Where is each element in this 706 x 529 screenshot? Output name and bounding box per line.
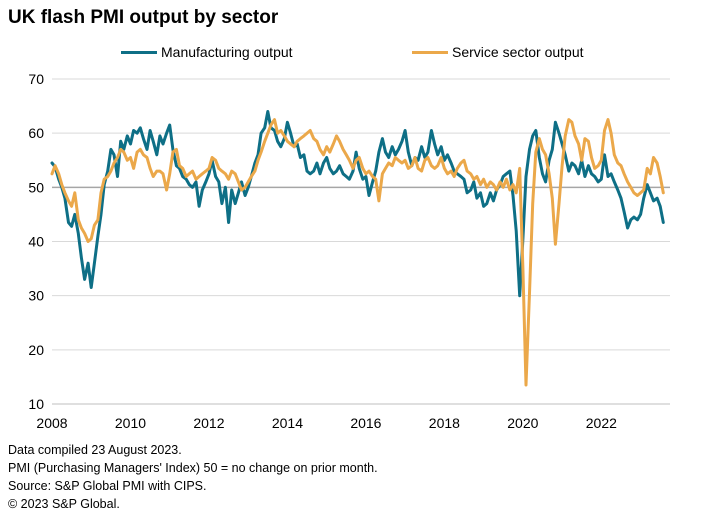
note-copyright: © 2023 S&P Global. <box>8 497 120 511</box>
x-tick-label: 2016 <box>350 415 381 431</box>
y-tick-label: 30 <box>28 288 44 304</box>
legend-label-manufacturing: Manufacturing output <box>161 44 293 60</box>
chart-legend: Manufacturing output Service sector outp… <box>0 44 706 64</box>
x-tick-label: 2022 <box>586 415 617 431</box>
legend-swatch-manufacturing <box>121 50 157 54</box>
x-tick-label: 2012 <box>193 415 224 431</box>
legend-swatch-services <box>412 50 448 54</box>
series-lines <box>50 110 665 387</box>
y-tick-label: 10 <box>28 396 44 412</box>
note-pmi-definition: PMI (Purchasing Managers' Index) 50 = no… <box>8 461 378 475</box>
note-source: Source: S&P Global PMI with CIPS. <box>8 479 207 493</box>
x-tick-label: 2014 <box>272 415 303 431</box>
y-tick-label: 60 <box>28 125 44 141</box>
manufacturing-output-line <box>50 110 665 298</box>
x-tick-label: 2010 <box>115 415 146 431</box>
x-tick-label: 2018 <box>429 415 460 431</box>
chart-notes: Data compiled 23 August 2023. PMI (Purch… <box>8 441 378 513</box>
legend-label-services: Service sector output <box>452 44 584 60</box>
legend-item-manufacturing: Manufacturing output <box>121 44 293 60</box>
service-sector-output-line <box>50 118 665 387</box>
y-tick-label: 40 <box>28 234 44 250</box>
x-tick-label: 2020 <box>507 415 538 431</box>
legend-item-services: Service sector output <box>412 44 584 60</box>
chart-title: UK flash PMI output by sector <box>8 7 279 28</box>
y-axis-tick-labels: 10 20 30 40 50 60 70 <box>28 71 44 412</box>
y-tick-label: 20 <box>28 342 44 358</box>
gridlines <box>52 78 670 351</box>
x-axis-tick-labels: 2008 2010 2012 2014 2016 2018 2020 2022 <box>36 415 617 431</box>
y-tick-label: 50 <box>28 179 44 195</box>
y-tick-label: 70 <box>28 71 44 87</box>
x-tick-label: 2008 <box>36 415 67 431</box>
note-data-compiled: Data compiled 23 August 2023. <box>8 443 182 457</box>
